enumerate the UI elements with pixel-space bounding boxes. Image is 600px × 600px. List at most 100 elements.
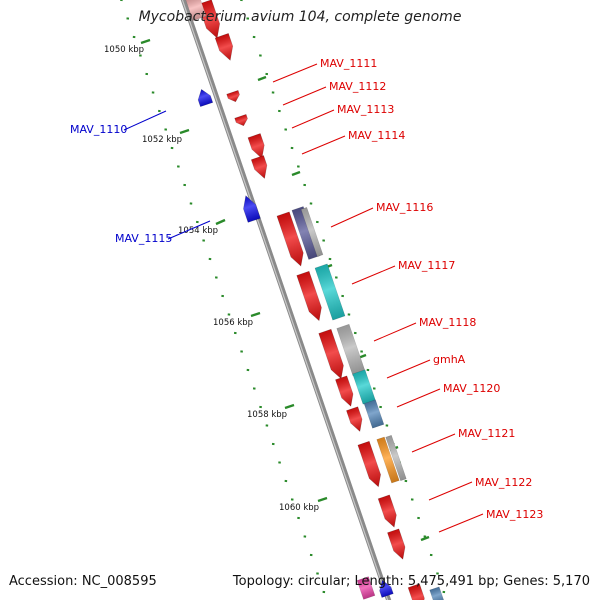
leader-line bbox=[123, 110, 167, 131]
scale-label: 1050 kbp bbox=[104, 45, 144, 55]
tick-dot bbox=[214, 276, 218, 279]
cog-block-shade bbox=[291, 206, 321, 260]
cog-block-grey bbox=[300, 207, 324, 257]
tick-dot bbox=[404, 479, 408, 483]
tick-dot bbox=[353, 331, 357, 335]
scale-label: 1054 kbp bbox=[178, 226, 218, 236]
gene-arrow-shade bbox=[251, 155, 267, 179]
tick-dot bbox=[322, 590, 326, 594]
tick-dot bbox=[417, 516, 420, 520]
tick-dot bbox=[372, 387, 376, 390]
tick-dot bbox=[410, 498, 414, 501]
topology-text: Topology: circular; Length: 5,475,491 bp… bbox=[232, 574, 590, 589]
cog-block-shade bbox=[385, 435, 407, 481]
tick-dot bbox=[189, 202, 193, 205]
leader-line bbox=[330, 207, 374, 228]
gene-arrow-shade bbox=[387, 528, 406, 560]
scale-label: 1060 kbp bbox=[279, 503, 319, 513]
tick-dot bbox=[290, 498, 294, 501]
forward-gene-arrow bbox=[407, 583, 425, 600]
tick-dot bbox=[303, 535, 307, 538]
tick-dot bbox=[309, 553, 313, 557]
cog-block-shade bbox=[364, 399, 384, 429]
map-title: Mycobacterium avium 104, complete genome bbox=[138, 9, 462, 25]
scale-label: 1056 kbp bbox=[213, 318, 253, 328]
forward-gene-label: MAV_1113 bbox=[337, 103, 394, 116]
forward-gene-arrow bbox=[296, 270, 322, 322]
leader-line bbox=[386, 359, 431, 379]
gene-arrow-shade bbox=[198, 89, 213, 107]
cog-block-shade bbox=[314, 263, 346, 321]
tick-dot bbox=[360, 350, 363, 353]
tick-dot bbox=[164, 128, 168, 131]
tick-dot bbox=[265, 72, 269, 76]
genome-backbone bbox=[180, 0, 392, 600]
gene-arrow-shade bbox=[357, 441, 381, 487]
major-tick bbox=[140, 38, 151, 45]
gene-arrow-shade bbox=[226, 90, 240, 102]
leader-line bbox=[351, 265, 396, 285]
forward-gene-arrow bbox=[276, 211, 304, 267]
backbone-highlight bbox=[181, 0, 389, 600]
leader-line bbox=[282, 86, 327, 106]
cog-block-slate bbox=[291, 206, 321, 260]
tick-dot bbox=[271, 442, 275, 446]
gene-features bbox=[185, 0, 445, 600]
tick-dot bbox=[316, 220, 319, 224]
gene-arrow-shade bbox=[247, 133, 265, 159]
major-tick bbox=[215, 218, 226, 226]
forward-gene-label: MAV_1117 bbox=[398, 259, 455, 272]
major-tick bbox=[420, 535, 430, 542]
major-tick bbox=[284, 403, 295, 410]
reverse-gene-arrow bbox=[197, 88, 214, 108]
forward-gene-label: MAV_1116 bbox=[376, 201, 433, 214]
tick-dot bbox=[208, 257, 212, 261]
leader-line bbox=[291, 109, 335, 129]
tick-dot bbox=[183, 183, 186, 187]
forward-gene-arrow bbox=[234, 113, 248, 127]
gene-arrow-shade bbox=[379, 580, 394, 598]
gene-arrow-shade bbox=[318, 329, 344, 379]
gene-arrow-shade bbox=[408, 583, 425, 600]
accession-text: Accession: NC_008595 bbox=[9, 574, 157, 589]
gene-arrow-shade bbox=[296, 271, 322, 321]
tick-dot bbox=[379, 405, 382, 409]
tick-dot bbox=[246, 17, 250, 20]
tick-dot bbox=[233, 331, 237, 335]
reverse-gene-label: MAV_1115 bbox=[115, 232, 172, 245]
forward-gene-arrow bbox=[250, 155, 268, 179]
tick-dot bbox=[297, 165, 300, 168]
leader-line bbox=[438, 513, 484, 533]
tick-dot bbox=[252, 387, 256, 390]
tick-dot bbox=[278, 109, 281, 113]
gene-arrow-shade bbox=[243, 195, 261, 223]
forward-gene-label: MAV_1123 bbox=[486, 508, 543, 521]
tick-dot bbox=[341, 294, 344, 298]
tick-dot bbox=[158, 109, 161, 113]
leader-line bbox=[373, 322, 417, 342]
tick-dot bbox=[246, 368, 250, 372]
feature-labels: 1050 kbp 1052 kbp 1054 kbp 1056 kbp 1058 kbp… bbox=[70, 45, 543, 533]
backbone-line bbox=[180, 0, 392, 600]
forward-gene-arrow bbox=[346, 406, 363, 432]
leader-line bbox=[396, 388, 441, 408]
tick-dot bbox=[297, 516, 300, 520]
tick-dot bbox=[436, 572, 439, 575]
tick-dot bbox=[126, 17, 130, 20]
tick-dot-rows bbox=[120, 0, 446, 594]
forward-gene-arrow bbox=[247, 133, 265, 159]
tick-dot bbox=[328, 257, 332, 261]
tick-dot bbox=[202, 239, 205, 242]
cog-block-shade bbox=[336, 324, 366, 376]
tick-dot bbox=[227, 313, 231, 316]
tick-dot bbox=[240, 350, 243, 353]
tick-dot bbox=[347, 313, 351, 316]
tick-dot bbox=[259, 405, 262, 409]
forward-gene-arrow bbox=[357, 440, 381, 488]
cog-block-shade bbox=[301, 207, 323, 257]
tick-dot bbox=[309, 202, 313, 205]
cog-block-cyan bbox=[352, 369, 376, 405]
cog-block-orange bbox=[376, 436, 400, 484]
scale-label: 1058 kbp bbox=[247, 410, 287, 420]
